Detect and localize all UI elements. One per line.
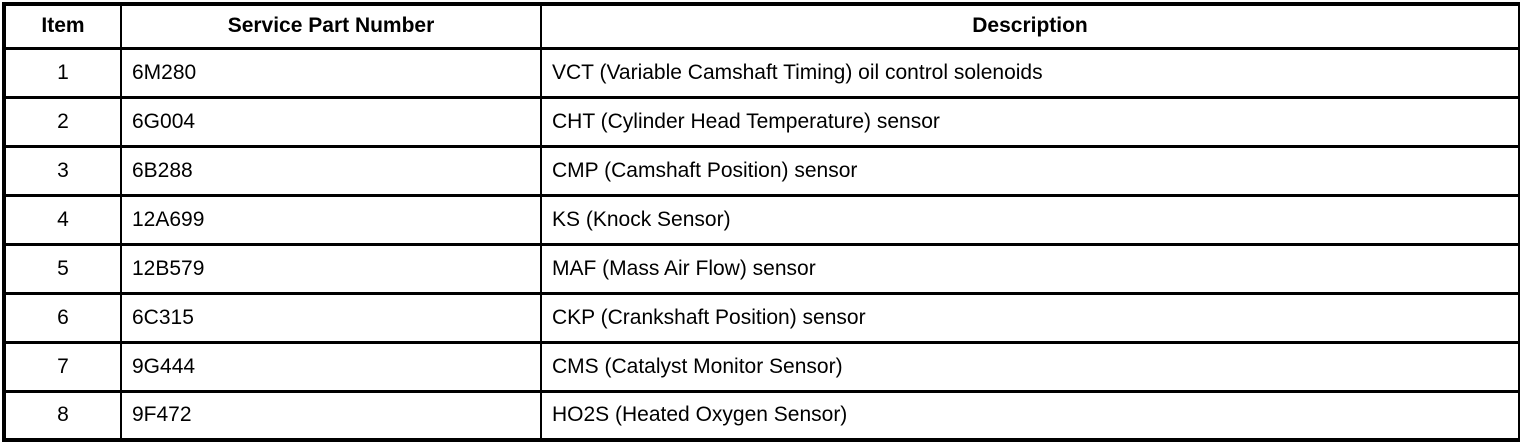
- table-row: 1 6M280 VCT (Variable Camshaft Timing) oil…: [3, 46, 1520, 99]
- cell-item: 2: [3, 95, 122, 148]
- cell-item: 7: [3, 340, 122, 393]
- cell-service-part-number: 6M280: [120, 46, 542, 99]
- table-row: 5 12B579 MAF (Mass Air Flow) sensor: [3, 242, 1520, 295]
- column-header-description: Description: [540, 2, 1520, 50]
- table-row: 2 6G004 CHT (Cylinder Head Temperature) se…: [3, 95, 1520, 148]
- cell-description: CKP (Crankshaft Position) sensor: [540, 291, 1520, 344]
- cell-item: 1: [3, 46, 122, 99]
- table-row: 3 6B288 CMP (Camshaft Position) sensor: [3, 144, 1520, 197]
- table-row: 7 9G444 CMS (Catalyst Monitor Sensor): [3, 340, 1520, 393]
- cell-description: VCT (Variable Camshaft Timing) oil contr…: [540, 46, 1520, 99]
- cell-item: 4: [3, 193, 122, 246]
- cell-service-part-number: 6G004: [120, 95, 542, 148]
- cell-description: MAF (Mass Air Flow) sensor: [540, 242, 1520, 295]
- column-header-item: Item: [3, 2, 122, 50]
- cell-item: 8: [3, 389, 122, 442]
- cell-item: 5: [3, 242, 122, 295]
- column-header-service-part-number: Service Part Number: [120, 2, 542, 50]
- cell-service-part-number: 6B288: [120, 144, 542, 197]
- cell-service-part-number: 12B579: [120, 242, 542, 295]
- cell-service-part-number: 12A699: [120, 193, 542, 246]
- table-row: 6 6C315 CKP (Crankshaft Position) sensor: [3, 291, 1520, 344]
- cell-description: CHT (Cylinder Head Temperature) sensor: [540, 95, 1520, 148]
- cell-description: HO2S (Heated Oxygen Sensor): [540, 389, 1520, 442]
- table-row: 4 12A699 KS (Knock Sensor): [3, 193, 1520, 246]
- table-body: 1 6M280 VCT (Variable Camshaft Timing) oil…: [3, 46, 1520, 442]
- cell-service-part-number: 9G444: [120, 340, 542, 393]
- cell-description: CMS (Catalyst Monitor Sensor): [540, 340, 1520, 393]
- cell-item: 6: [3, 291, 122, 344]
- header-row: Item Service Part Number Description: [3, 2, 1520, 50]
- cell-item: 3: [3, 144, 122, 197]
- cell-service-part-number: 9F472: [120, 389, 542, 442]
- cell-description: CMP (Camshaft Position) sensor: [540, 144, 1520, 197]
- cell-service-part-number: 6C315: [120, 291, 542, 344]
- cell-description: KS (Knock Sensor): [540, 193, 1520, 246]
- table-header: Item Service Part Number Description: [3, 2, 1520, 50]
- table-row: 8 9F472 HO2S (Heated Oxygen Sensor): [3, 389, 1520, 442]
